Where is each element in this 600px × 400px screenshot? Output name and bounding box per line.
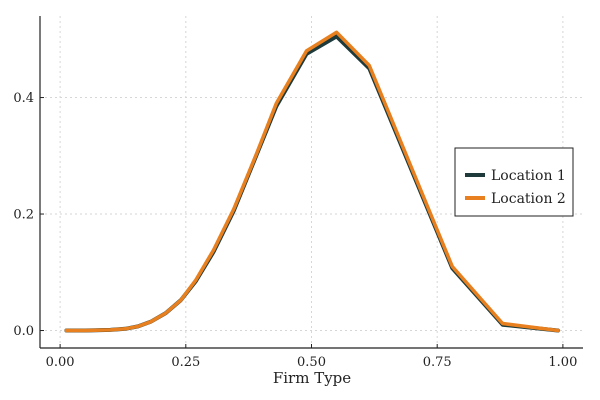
x-tick-label: 0.50	[297, 355, 326, 370]
y-tick-label: 0.4	[13, 91, 34, 106]
legend: Location 1 Location 2	[454, 147, 574, 217]
legend-label-location-2: Location 2	[491, 191, 566, 207]
x-tick-label: 0.25	[171, 355, 200, 370]
legend-label-location-1: Location 1	[491, 168, 566, 184]
y-tick-label: 0.2	[13, 208, 34, 223]
x-axis-label: Firm Type	[273, 369, 351, 387]
x-ticks: 0.00 0.25 0.50 0.75 1.00	[46, 344, 577, 370]
y-tick-label: 0.0	[13, 324, 34, 339]
legend-box	[454, 147, 574, 217]
series-line-location-2	[64, 30, 560, 333]
x-tick-label: 0.00	[46, 355, 75, 370]
x-tick-label: 1.00	[548, 355, 577, 370]
series-lines	[64, 30, 560, 333]
x-tick-label: 0.75	[423, 355, 452, 370]
y-ticks: 0.0 0.2 0.4	[13, 91, 44, 339]
